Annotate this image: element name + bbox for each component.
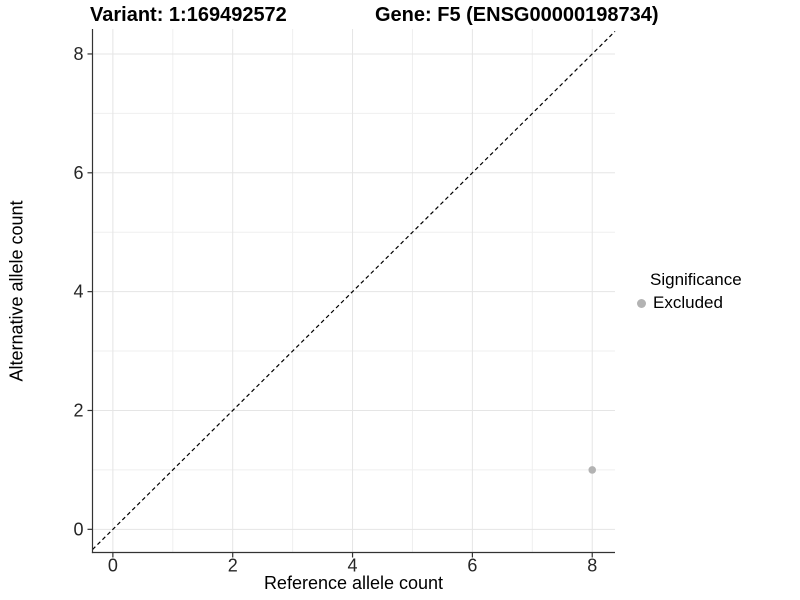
y-tick-label: 8 (73, 44, 83, 64)
legend: Significance Excluded (631, 269, 796, 313)
x-tick-label: 2 (228, 556, 238, 576)
legend-item-label: Excluded (653, 293, 723, 312)
plot-title-variant: Variant: 1:169492572 (90, 4, 287, 26)
x-tick-label: 8 (587, 556, 597, 576)
identity-line (92, 30, 616, 550)
x-tick-label: 4 (348, 556, 358, 576)
y-tick-label: 4 (73, 282, 83, 302)
x-tick-label: 0 (108, 556, 118, 576)
legend-title: Significance (650, 270, 742, 289)
plot-title-gene: Gene: F5 (ENSG00000198734) (375, 4, 659, 26)
data-point (588, 466, 597, 474)
y-tick-label: 6 (73, 163, 83, 183)
x-tick-label: 6 (467, 556, 477, 576)
y-axis-label: Alternative allele count (6, 200, 27, 382)
legend-item-excluded: Excluded (631, 293, 796, 313)
legend-key-dot-icon (637, 298, 646, 308)
y-tick-label: 2 (73, 400, 83, 420)
x-axis-label: Reference allele count (263, 573, 444, 593)
y-tick-label: 0 (73, 519, 83, 539)
